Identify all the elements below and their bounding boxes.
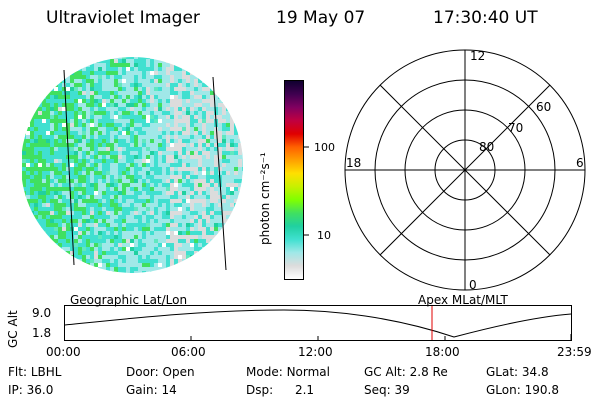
polar-label-0: 0 bbox=[469, 278, 477, 292]
polar-plot: 80 70 60 12 18 6 0 bbox=[344, 49, 586, 292]
info-glat: GLat: 34.8 bbox=[486, 365, 549, 379]
date-label: 19 May 07 bbox=[276, 8, 366, 28]
track-ylabel: GC Alt bbox=[6, 310, 20, 348]
track-xlabel-2359: 23:59 bbox=[557, 345, 592, 359]
uv-image-disk bbox=[22, 57, 243, 273]
colorbar-unit-label: photon cm⁻²s⁻¹ bbox=[258, 152, 272, 245]
info-seq: Seq: 39 bbox=[364, 383, 410, 397]
altitude-curve bbox=[64, 309, 572, 338]
instrument-title: Ultraviolet Imager bbox=[46, 8, 200, 28]
info-mode: Mode: Normal bbox=[246, 365, 330, 379]
altitude-track-plot bbox=[64, 305, 572, 341]
polar-label-18: 18 bbox=[346, 156, 361, 170]
polar-label-60: 60 bbox=[536, 100, 551, 114]
colorbar-label-100: 100 bbox=[314, 141, 335, 154]
colorbar-label-10: 10 bbox=[317, 229, 331, 242]
info-gcalt: GC Alt: 2.8 Re bbox=[364, 365, 448, 379]
info-gain: Gain: 14 bbox=[126, 383, 177, 397]
info-ip: IP: 36.0 bbox=[8, 383, 54, 397]
track-ytick-1.8: 1.8 bbox=[32, 326, 52, 340]
track-title-geographic: Geographic Lat/Lon bbox=[70, 293, 188, 307]
uv-image-pixels bbox=[22, 57, 243, 273]
latlon-line-right bbox=[212, 76, 227, 271]
colorbar-ticks: 100 10 bbox=[304, 141, 335, 242]
info-glon: GLon: 190.8 bbox=[486, 383, 559, 397]
colorbar bbox=[284, 80, 304, 280]
track-xlabel-1200: 12:00 bbox=[298, 345, 333, 359]
track-title-apex: Apex MLat/MLT bbox=[418, 293, 508, 307]
info-flt: Flt: LBHL bbox=[8, 365, 62, 379]
polar-label-12: 12 bbox=[470, 49, 485, 63]
polar-diagonal-2 bbox=[379, 84, 551, 256]
track-xlabel-1800: 18:00 bbox=[425, 345, 460, 359]
time-label: 17:30:40 UT bbox=[433, 8, 538, 28]
info-door: Door: Open bbox=[126, 365, 195, 379]
info-dsp: Dsp: 2.1 bbox=[246, 383, 315, 397]
track-xlabel-0000: 00:00 bbox=[46, 345, 81, 359]
track-xlabel-0600: 06:00 bbox=[171, 345, 206, 359]
latlon-line-left bbox=[63, 69, 75, 266]
polar-label-70: 70 bbox=[508, 121, 523, 135]
polar-label-80: 80 bbox=[479, 140, 494, 154]
track-ytick-9: 9.0 bbox=[32, 306, 52, 320]
polar-label-6: 6 bbox=[576, 156, 584, 170]
